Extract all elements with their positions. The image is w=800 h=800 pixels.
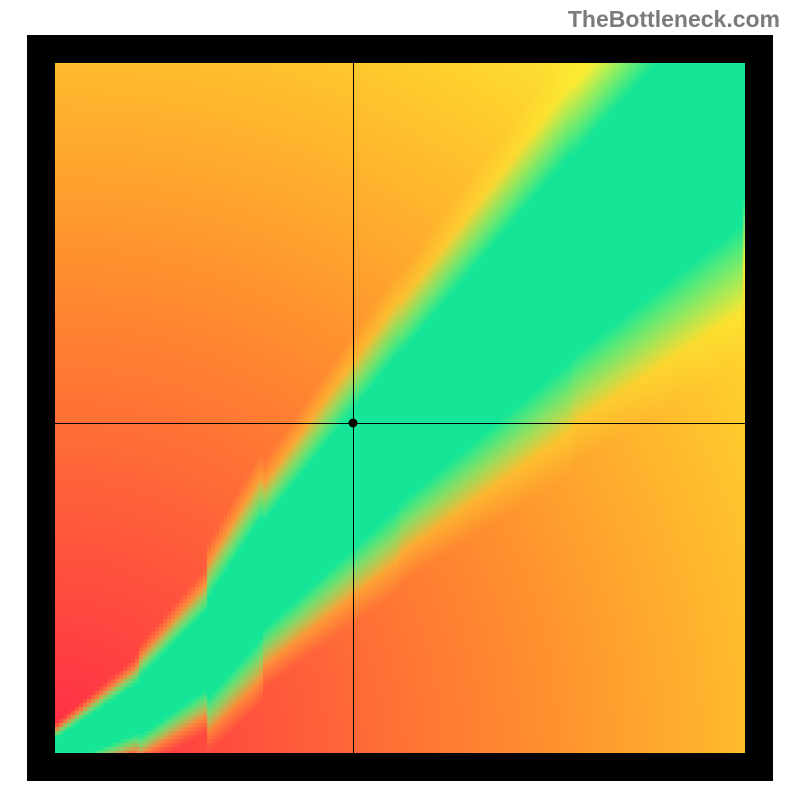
heatmap-plot: [55, 63, 745, 753]
chart-stage: TheBottleneck.com: [0, 0, 800, 800]
heatmap-canvas: [55, 63, 745, 753]
crosshair-horizontal: [55, 423, 745, 424]
crosshair-point: [349, 419, 358, 428]
watermark-text: TheBottleneck.com: [568, 6, 780, 33]
crosshair-vertical: [353, 63, 354, 753]
